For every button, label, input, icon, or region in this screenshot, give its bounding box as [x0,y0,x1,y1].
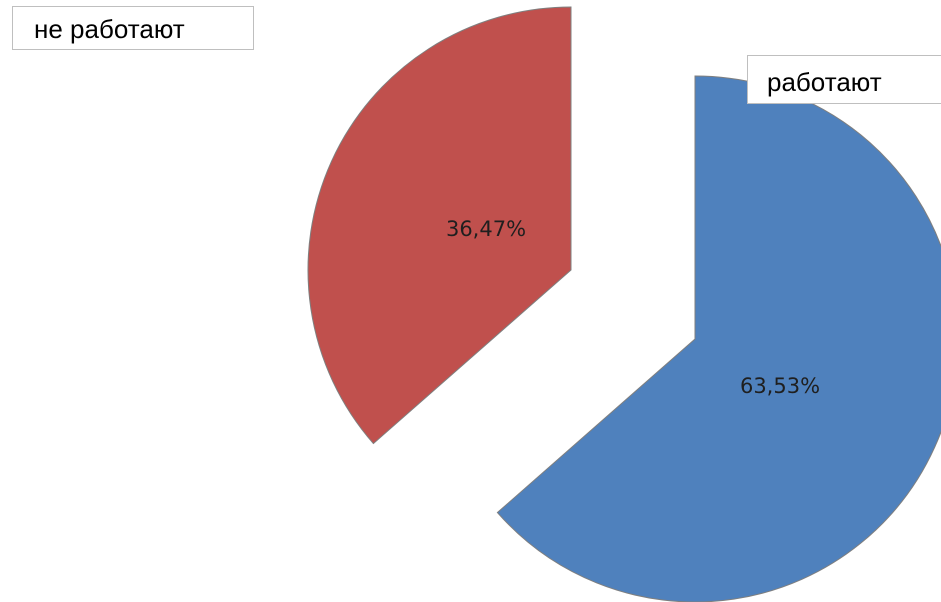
legend-label-ne-rabotayut: не работают [12,6,254,50]
data-label-rabotayut: 63,53% [740,374,820,398]
slice-rabotayut [496,75,941,602]
legend-label-rabotayut: работают [747,55,941,104]
slice-ne-rabotayut [307,6,572,445]
data-label-ne-rabotayut: 36,47% [446,217,526,241]
